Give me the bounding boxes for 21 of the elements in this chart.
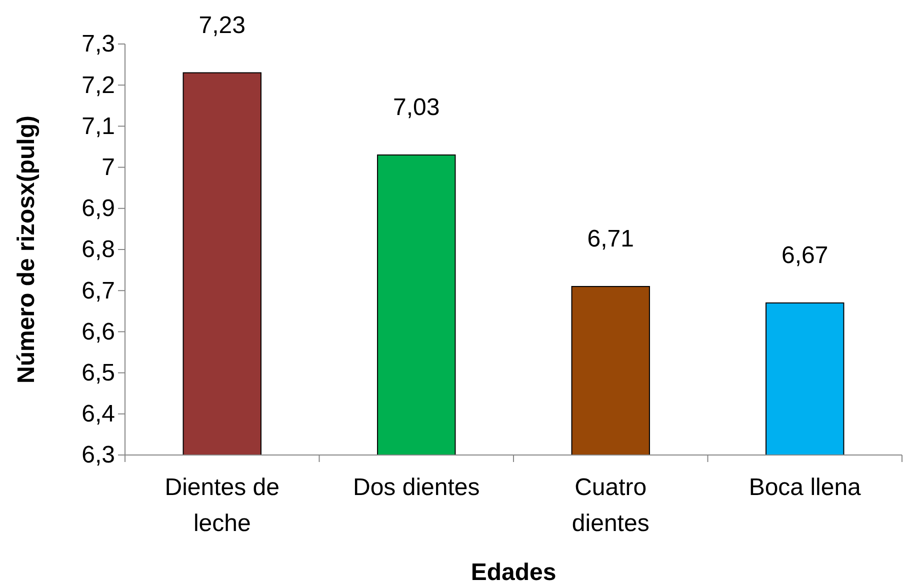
y-tick-label: 6,5 bbox=[82, 359, 115, 386]
x-tick-label: Dientes de leche bbox=[164, 474, 280, 537]
data-label: 7,03 bbox=[393, 94, 440, 121]
x-tick-label: Cuatro dientes bbox=[572, 474, 650, 537]
x-tick-label: Dos dientes bbox=[353, 474, 480, 501]
data-label: 7,23 bbox=[198, 12, 246, 39]
y-tick-label: 6,6 bbox=[82, 318, 115, 346]
y-tick-label: 7 bbox=[102, 154, 115, 181]
y-axis-title: Número de rizosx(pulg) bbox=[13, 115, 40, 384]
y-tick-label: 6,8 bbox=[82, 236, 115, 264]
data-label: 6,71 bbox=[587, 225, 634, 252]
data-label: 6,67 bbox=[782, 242, 828, 269]
y-tick-label: 7,3 bbox=[82, 30, 115, 58]
y-tick-label: 6,4 bbox=[82, 400, 115, 428]
x-axis-title: Edades bbox=[470, 559, 556, 586]
y-tick-label: 6,9 bbox=[82, 195, 115, 222]
y-tick-label: 7,1 bbox=[82, 112, 115, 140]
y-tick-label: 6,3 bbox=[82, 442, 115, 469]
x-tick-label: Boca llena bbox=[748, 474, 862, 501]
y-tick-label: 7,2 bbox=[82, 72, 115, 99]
y-tick-label: 6,7 bbox=[82, 277, 115, 304]
